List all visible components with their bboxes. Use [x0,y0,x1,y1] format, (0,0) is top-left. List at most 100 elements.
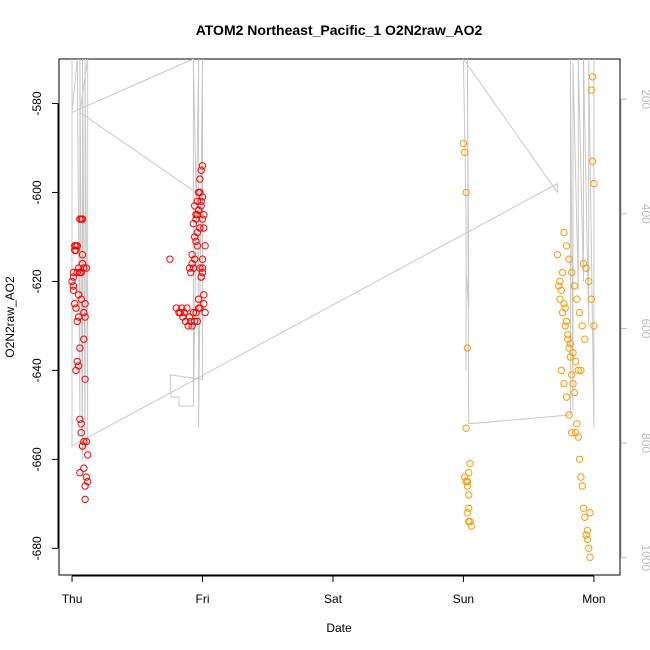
data-point [558,268,567,277]
x-axis: Thu Fri Sat Sun Mon [62,575,606,606]
data-point [562,393,571,401]
data-point [197,166,205,174]
data-point [583,535,592,544]
data-point [200,291,208,299]
data-point [82,264,91,272]
data-point [560,380,568,388]
data-point [575,455,584,463]
data-point [198,215,207,223]
data-point [69,282,78,290]
x-tick-label: Sun [453,592,474,606]
data-point [569,348,577,357]
y-tick-label: -680 [30,536,44,560]
data-point [564,331,572,339]
data-point [197,202,205,210]
data-point [187,317,195,326]
data-point [73,268,82,277]
data-point [565,411,573,419]
data-point [78,442,87,450]
data-point [192,237,200,246]
data-point [76,415,84,423]
data-point [196,224,204,232]
data-point [577,473,585,481]
data-point [198,264,207,272]
data-point [197,197,205,206]
data-point [466,460,474,468]
data-point [80,264,88,272]
data-point [575,308,584,317]
data-point [81,375,89,383]
data-point [73,357,82,366]
data-point [73,317,82,326]
data-point [72,304,80,312]
data-point [573,295,581,303]
data-point [84,451,92,459]
data-point [462,188,470,197]
data-point [80,437,88,446]
data-point [581,513,589,521]
data-point [463,344,472,352]
gray-series-line [71,59,595,460]
data-point [465,491,473,499]
data-point [558,308,567,317]
data-point [198,255,207,263]
data-point [556,295,564,303]
data-point [72,246,80,255]
data-point [553,251,562,259]
data-point [459,139,468,148]
data-point [574,366,582,375]
right-tick-label: 800 [639,433,650,453]
data-point [200,300,208,308]
data-point [78,215,87,223]
data-point [461,148,469,157]
data-point [587,86,595,94]
data-point [73,242,82,250]
data-point [183,304,191,312]
data-point [565,344,573,352]
data-point [590,179,598,188]
data-point [570,282,578,290]
data-point [463,482,472,490]
data-point [77,429,85,437]
data-point [194,304,203,312]
data-point [583,526,592,535]
data-point [198,193,207,201]
data-point [198,162,207,170]
data-point [568,429,576,437]
data-point [77,420,85,428]
data-point [197,273,205,281]
data-point [81,313,89,321]
right-tick-label: 1000 [639,544,650,571]
data-point [69,286,78,294]
data-point [467,522,475,530]
data-point [566,340,575,348]
data-point [562,242,571,250]
data-point [194,295,203,303]
data-point [77,295,85,303]
data-point [570,388,578,397]
data-point [200,211,208,219]
data-point [465,469,473,477]
y-tick-label: -620 [30,269,44,293]
data-point [585,277,593,286]
y-tick-label: -600 [30,180,44,204]
x-tick-label: Thu [62,592,83,606]
y-axis-label: O2N2raw_AO2 [3,276,17,358]
data-point [462,424,470,432]
data-point [193,197,202,206]
data-point [587,295,595,303]
data-point [463,509,472,517]
data-point [463,477,472,486]
data-point [201,308,209,317]
data-point [189,308,198,317]
data-point [590,322,598,330]
data-point [578,482,586,490]
data-point [81,300,89,308]
data-point [81,482,89,490]
right-y-axis: 200 400 600 800 1000 [620,89,650,571]
data-point [568,371,576,379]
data-point [562,317,571,326]
data-point [82,473,91,481]
data-point [78,259,87,268]
data-point [585,544,593,552]
